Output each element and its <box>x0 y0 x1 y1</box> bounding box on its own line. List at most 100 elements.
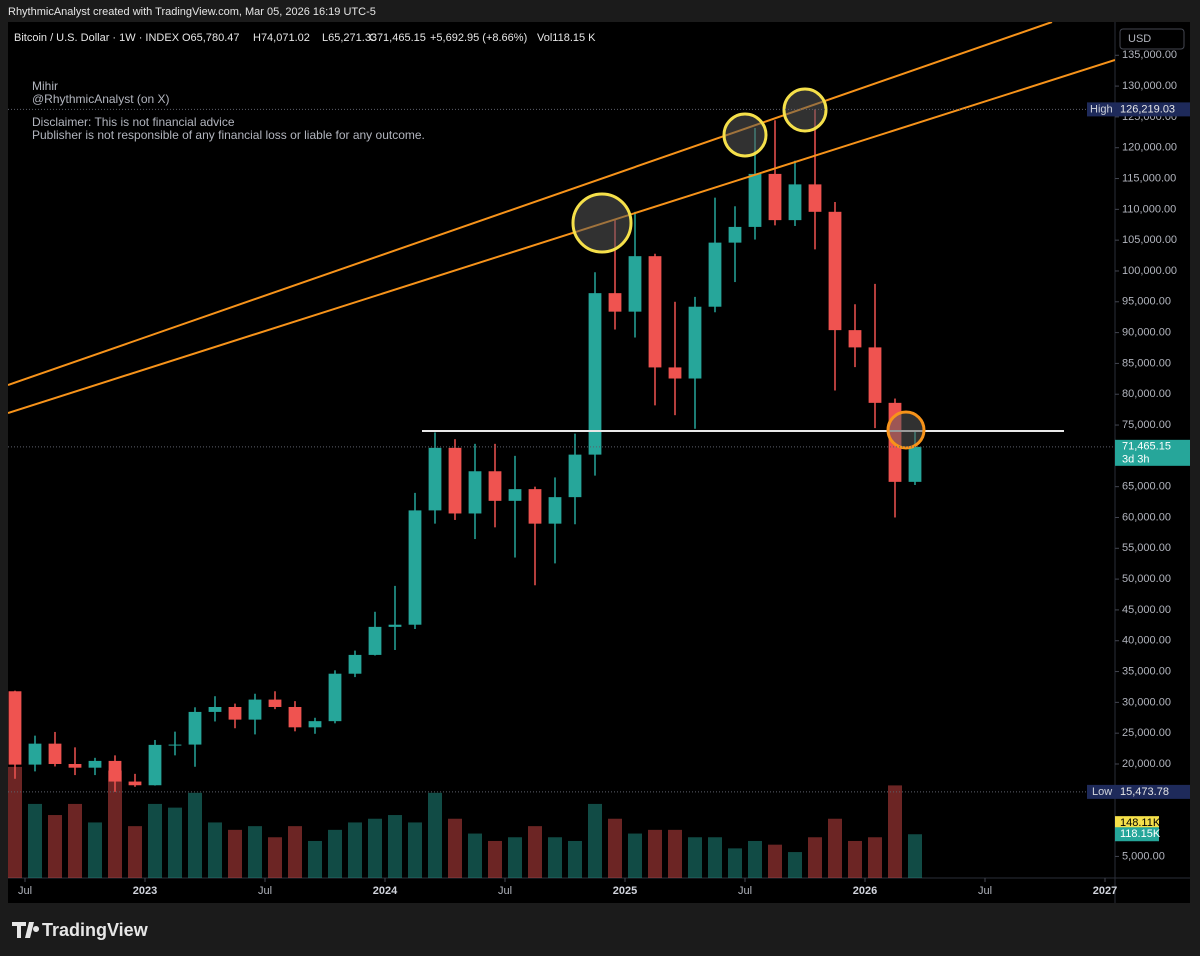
currency-box[interactable] <box>1119 28 1185 50</box>
currency[interactable]: USD <box>1128 33 1151 45</box>
y-tick-label: 5,000.00 <box>1122 850 1165 862</box>
last-label: 71,465.15 <box>1122 441 1171 453</box>
y-tick-label: 105,000.00 <box>1122 234 1177 246</box>
candle-body <box>48 743 62 764</box>
trendline <box>8 59 1115 414</box>
volume-bar <box>188 792 202 878</box>
axes: 5,000.00 20,000.00 25,000.00 30,000.00 35,00… <box>8 49 1190 897</box>
low-box <box>1115 784 1190 799</box>
drawings <box>8 22 1115 450</box>
x-tick-label: Jul <box>18 885 32 897</box>
candle-body <box>268 699 282 707</box>
volume-bar <box>348 822 362 878</box>
candle-body <box>528 489 542 524</box>
y-tick-label: 85,000.00 <box>1122 357 1171 369</box>
volume-bar <box>288 826 302 878</box>
y-tick-label: 90,000.00 <box>1122 327 1171 339</box>
candle-body <box>208 706 222 712</box>
y-tick-label: 130,000.00 <box>1122 80 1177 92</box>
legend-close: C71,465.15 <box>369 32 426 44</box>
volume-bar <box>128 826 142 878</box>
x-tick-label: Jul <box>498 885 512 897</box>
candle-body <box>108 760 122 782</box>
y-tick-label: 115,000.00 <box>1122 172 1176 184</box>
volume-bar <box>888 785 902 878</box>
volume-bar <box>808 837 822 878</box>
volume-bar <box>908 834 922 878</box>
volume-bar <box>588 803 602 878</box>
brand: TradingView <box>12 920 149 940</box>
candle-body <box>708 242 722 307</box>
candle-body <box>348 654 362 674</box>
note: Publisher is not responsible of any fina… <box>32 128 425 142</box>
volume-bar <box>828 818 842 878</box>
highlight-circle <box>886 410 926 450</box>
volume-bar <box>28 803 42 878</box>
brand-logo <box>12 922 40 938</box>
volume-bar <box>108 770 122 878</box>
note: Disclaimer: This is not financial advice <box>32 115 235 129</box>
y-tick-label: 75,000.00 <box>1122 419 1171 431</box>
last-countdown: 3d 3h <box>1122 454 1150 466</box>
candle-body <box>368 626 382 655</box>
volume-bar <box>708 837 722 878</box>
y-tick-label: 50,000.00 <box>1122 573 1171 585</box>
y-tick-label: 95,000.00 <box>1122 296 1171 308</box>
y-tick-label: 35,000.00 <box>1122 665 1171 677</box>
volume-bar <box>268 837 282 878</box>
candle-body <box>568 454 582 498</box>
volume-ma-label: 148.11K <box>1120 817 1161 829</box>
volume-bar <box>788 852 802 878</box>
brand-name: TradingView <box>42 920 149 940</box>
legend-open: O65,780.47 <box>182 32 240 44</box>
volume-bar <box>628 833 642 878</box>
volume-bar <box>48 815 62 878</box>
volume-bar <box>548 837 562 878</box>
candle-body <box>8 691 22 765</box>
volume-bar <box>508 837 522 878</box>
volume-bar <box>568 840 582 878</box>
candle-body <box>728 226 742 243</box>
candle-body <box>308 721 322 728</box>
x-tick-label: 2027 <box>1093 885 1117 897</box>
volume-bar <box>368 818 382 878</box>
volume-bar <box>668 829 682 878</box>
volume-bar <box>408 822 422 878</box>
volume-bar <box>308 840 322 878</box>
volume-bar <box>448 818 462 878</box>
y-tick-label: 100,000.00 <box>1122 265 1177 277</box>
volume-bar <box>428 792 442 878</box>
volume-bar <box>388 815 402 878</box>
candle-body <box>228 706 242 720</box>
candle-body <box>768 173 782 221</box>
note: Mihir <box>32 79 58 93</box>
candle-body <box>848 330 862 348</box>
candle-body <box>748 173 762 227</box>
candle-body <box>328 673 342 722</box>
candle-body <box>28 743 42 765</box>
volume-bar <box>8 766 22 878</box>
candle-body <box>288 706 302 728</box>
candle-body <box>248 699 262 720</box>
candle-body <box>688 306 702 379</box>
candle-body <box>128 781 142 786</box>
candle-body <box>608 293 622 312</box>
x-tick-label: 2026 <box>853 885 877 897</box>
volume-bar <box>208 822 222 878</box>
x-tick-label: 2023 <box>133 885 157 897</box>
low-title: Low <box>1092 786 1112 798</box>
x-tick-label: 2024 <box>373 885 398 897</box>
x-tick-label: 2025 <box>613 885 637 897</box>
credit: RhythmicAnalyst created with TradingView… <box>8 6 376 18</box>
y-tick-label: 30,000.00 <box>1122 696 1171 708</box>
volume-bar <box>148 803 162 878</box>
highlight-circle <box>782 87 828 133</box>
candle-body <box>588 293 602 455</box>
x-tick-label: Jul <box>738 885 752 897</box>
legend-high: H74,071.02 <box>253 32 310 44</box>
trendline <box>8 22 1053 386</box>
candle-body <box>388 624 402 627</box>
volume-bar <box>88 822 102 878</box>
y-tick-label: 80,000.00 <box>1122 388 1171 400</box>
y-tick-label: 120,000.00 <box>1122 142 1177 154</box>
